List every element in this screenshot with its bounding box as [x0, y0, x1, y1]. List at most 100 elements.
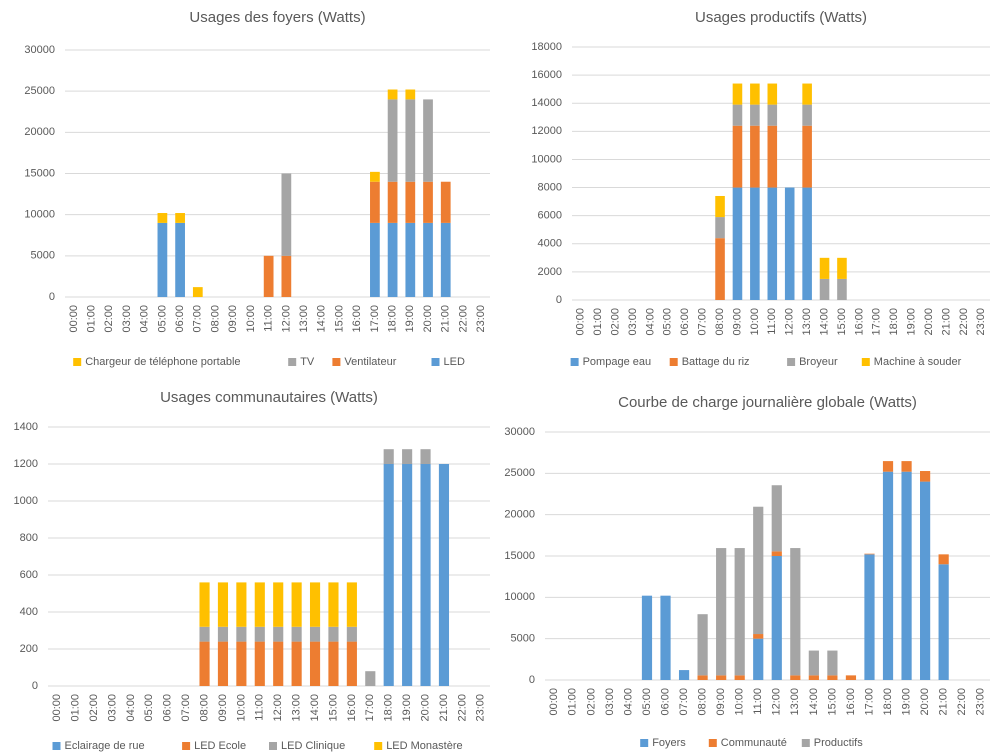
- bar-segment: [802, 104, 812, 126]
- bar-segment: [819, 278, 830, 300]
- bar-segment: [920, 471, 931, 482]
- x-tick-label: 07:00: [697, 308, 709, 336]
- bar-segment: [440, 181, 451, 223]
- x-tick-label: 09:00: [227, 305, 239, 333]
- legend-label: Machine à souder: [874, 356, 962, 368]
- y-tick-label: 2000: [538, 266, 562, 278]
- bar-segment: [750, 125, 760, 188]
- y-tick-label: 1400: [14, 421, 38, 433]
- x-tick-label: 18:00: [383, 694, 395, 722]
- bar-segment: [199, 582, 210, 627]
- bar-segment: [236, 582, 247, 627]
- x-tick-label: 23:00: [475, 305, 487, 333]
- bar-segment: [753, 506, 764, 635]
- x-tick-label: 21:00: [940, 308, 952, 336]
- x-tick-label: 05:00: [662, 308, 674, 336]
- x-tick-label: 04:00: [139, 305, 151, 333]
- x-tick-label: 02:00: [103, 305, 115, 333]
- x-tick-label: 00:00: [68, 305, 80, 333]
- x-tick-label: 01:00: [85, 305, 97, 333]
- bar-segment: [938, 554, 949, 565]
- y-tick-label: 5000: [31, 250, 55, 262]
- x-tick-label: 22:00: [456, 694, 468, 722]
- bar-segment: [784, 187, 795, 300]
- x-tick-label: 06:00: [174, 305, 186, 333]
- x-tick-label: 18:00: [888, 308, 900, 336]
- bar-segment: [864, 553, 875, 555]
- legend-swatch: [182, 742, 191, 750]
- bar-segment: [420, 449, 431, 464]
- x-tick-label: 16:00: [853, 308, 865, 336]
- legend-label: Broyeur: [799, 356, 838, 368]
- y-tick-label: 20000: [504, 509, 535, 521]
- x-tick-label: 14:00: [808, 688, 820, 716]
- legend-swatch: [669, 358, 678, 366]
- x-tick-label: 05:00: [143, 694, 155, 722]
- legend-label: LED Clinique: [281, 740, 345, 752]
- x-tick-label: 13:00: [298, 305, 310, 333]
- bar-segment: [802, 83, 812, 105]
- y-tick-label: 0: [49, 291, 55, 303]
- y-tick-label: 4000: [538, 238, 562, 250]
- x-tick-label: 19:00: [401, 694, 413, 722]
- x-tick-label: 19:00: [900, 688, 912, 716]
- y-tick-label: 0: [529, 674, 535, 686]
- bar-segment: [715, 195, 725, 218]
- y-tick-label: 1200: [14, 458, 38, 470]
- bar-segment: [808, 675, 819, 680]
- bar-segment: [291, 626, 302, 642]
- bar-segment: [732, 187, 743, 300]
- bar-segment: [281, 255, 292, 297]
- bar-segment: [771, 556, 782, 680]
- bar-segment: [192, 287, 203, 297]
- bar-segment: [802, 187, 812, 300]
- bar-segment: [383, 449, 394, 464]
- x-tick-label: 01:00: [567, 688, 579, 716]
- bar-segment: [328, 641, 339, 686]
- bar-segment: [767, 125, 778, 188]
- legend-label: Foyers: [652, 737, 686, 749]
- bar-segment: [254, 641, 265, 686]
- bar-segment: [328, 582, 339, 627]
- legend-swatch: [332, 358, 341, 366]
- chart-title: Usages productifs (Watts): [695, 9, 867, 26]
- y-tick-label: 15000: [24, 167, 55, 179]
- legend-swatch: [288, 358, 297, 366]
- x-tick-label: 13:00: [789, 688, 801, 716]
- bar-segment: [420, 464, 431, 686]
- x-tick-label: 10:00: [749, 308, 761, 336]
- x-tick-label: 11:00: [766, 308, 778, 335]
- bar-segment: [387, 222, 398, 297]
- x-tick-label: 07:00: [180, 694, 192, 722]
- x-tick-label: 21:00: [938, 688, 950, 716]
- chart-title: Courbe de charge journalière globale (Wa…: [618, 394, 917, 411]
- y-tick-label: 10000: [504, 591, 535, 603]
- bar-segment: [175, 222, 185, 297]
- bar-segment: [199, 626, 210, 642]
- x-tick-label: 12:00: [272, 694, 284, 722]
- x-tick-label: 20:00: [422, 305, 434, 333]
- x-tick-label: 16:00: [346, 694, 358, 722]
- x-tick-label: 10:00: [734, 688, 746, 716]
- bar-segment: [236, 641, 247, 686]
- x-tick-label: 12:00: [784, 308, 796, 336]
- bar-segment: [827, 650, 838, 676]
- bar-segment: [263, 255, 274, 297]
- x-tick-label: 08:00: [714, 308, 726, 336]
- bar-segment: [802, 125, 812, 188]
- x-tick-label: 17:00: [871, 308, 883, 336]
- y-tick-label: 10000: [531, 153, 562, 165]
- bar-segment: [715, 217, 725, 239]
- bar-segment: [387, 181, 398, 223]
- y-tick-label: 0: [32, 680, 38, 692]
- bar-segment: [697, 614, 708, 676]
- x-tick-label: 22:00: [958, 308, 970, 336]
- x-tick-label: 05:00: [156, 305, 168, 333]
- y-tick-label: 400: [20, 606, 38, 618]
- x-tick-label: 17:00: [369, 305, 381, 333]
- bar-segment: [901, 471, 912, 680]
- x-tick-label: 23:00: [975, 688, 987, 716]
- x-tick-label: 02:00: [609, 308, 621, 336]
- bar-segment: [732, 83, 743, 105]
- bar-segment: [346, 641, 357, 686]
